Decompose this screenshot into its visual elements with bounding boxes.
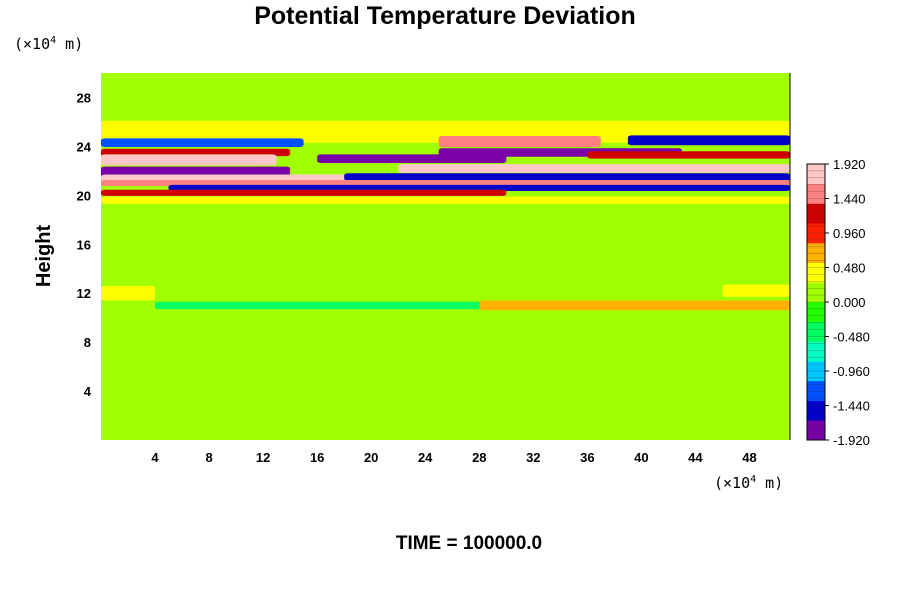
field-band-2 xyxy=(627,135,790,146)
y-tick-label: 4 xyxy=(84,384,92,399)
x-tick-label: 24 xyxy=(418,450,433,465)
y-tick-label: 24 xyxy=(77,139,92,154)
colorbar-segment xyxy=(807,420,825,441)
colorbar-segment xyxy=(807,400,825,421)
field-band-16 xyxy=(101,196,790,204)
colorbar-tick-label: -0.480 xyxy=(833,330,870,345)
field-band-14 xyxy=(168,184,790,191)
colorbar-segment xyxy=(807,302,825,323)
field-band-19 xyxy=(479,300,790,311)
chart-title: Potential Temperature Deviation xyxy=(254,2,636,30)
field-band-4 xyxy=(101,148,291,157)
colorbar-tick-label: -1.440 xyxy=(833,399,870,414)
x-tick-label: 44 xyxy=(688,450,703,465)
x-tick-label: 36 xyxy=(580,450,594,465)
field-band-11 xyxy=(101,174,372,182)
field-band-8 xyxy=(587,151,790,159)
field-band-15 xyxy=(101,189,507,196)
colorbar-tick-label: 1.440 xyxy=(833,192,866,207)
colorbar-segment xyxy=(807,380,825,401)
y-tick-label: 12 xyxy=(77,286,91,301)
colorbar-tick-label: 0.000 xyxy=(833,295,866,310)
y-tick-label: 20 xyxy=(77,188,91,203)
field-band-17 xyxy=(101,285,155,301)
colorbar-tick-label: 0.480 xyxy=(833,261,866,276)
field-band-9 xyxy=(398,164,790,173)
x-tick-label: 32 xyxy=(526,450,540,465)
x-tick-label: 20 xyxy=(364,450,378,465)
y-axis-label: Height xyxy=(33,225,55,288)
colorbar-segment xyxy=(807,242,825,263)
x-tick-label: 8 xyxy=(205,450,212,465)
colorbar-segment xyxy=(807,164,825,185)
colorbar-segment xyxy=(807,203,825,224)
colorbar-tick-label: 1.920 xyxy=(833,157,866,172)
y-tick-label: 28 xyxy=(77,91,91,106)
time-label: TIME = 100000.0 xyxy=(396,533,542,554)
plot-area xyxy=(101,73,790,440)
field-band-1 xyxy=(101,138,304,147)
x-tick-label: 16 xyxy=(310,450,324,465)
x-axis-ticks: 4 8 12 16 20 24 28 32 36 40 44 48 xyxy=(151,450,756,465)
colorbar-segment xyxy=(807,262,825,283)
y-tick-label: 16 xyxy=(77,237,91,252)
colorbar-tick-label: -0.960 xyxy=(833,364,870,379)
x-tick-label: 12 xyxy=(256,450,270,465)
x-tick-label: 28 xyxy=(472,450,486,465)
x-axis-unit: (×104 m) xyxy=(714,474,783,492)
x-tick-label: 40 xyxy=(634,450,648,465)
field-band-5 xyxy=(101,154,277,166)
field-band-0 xyxy=(101,120,790,143)
field-band-3 xyxy=(438,136,601,147)
colorbar-segment xyxy=(807,341,825,362)
field-band-18 xyxy=(155,301,588,310)
y-axis-ticks: 4 8 12 16 20 24 28 xyxy=(77,91,92,400)
y-tick-label: 8 xyxy=(84,335,91,350)
colorbar-tick-label: -1.920 xyxy=(833,433,870,448)
colorbar-tick-label: 0.960 xyxy=(833,226,866,241)
field-band-20 xyxy=(722,284,790,297)
y-axis-unit: (×104 m) xyxy=(14,35,83,53)
field-band-13 xyxy=(101,180,790,187)
colorbar-segment xyxy=(807,282,825,303)
colorbar-segment xyxy=(807,321,825,342)
x-tick-label: 4 xyxy=(151,450,159,465)
field-band-12 xyxy=(344,173,790,181)
colorbar: 1.920 1.440 0.960 0.480 0.000 -0.480 -0.960 -1.… xyxy=(806,157,870,448)
x-tick-label: 48 xyxy=(742,450,756,465)
colorbar-segment xyxy=(807,183,825,204)
